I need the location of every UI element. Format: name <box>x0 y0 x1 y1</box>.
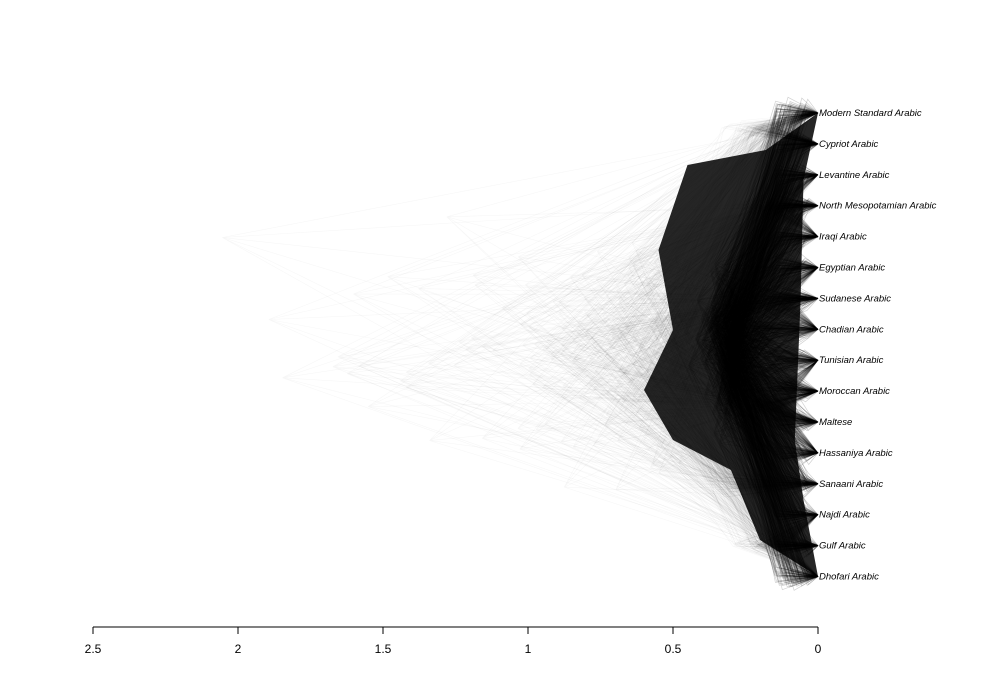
x-tick-label: 2.5 <box>85 642 102 656</box>
tip-label: Najdi Arabic <box>819 510 870 521</box>
tip-label: Moroccan Arabic <box>819 386 890 397</box>
x-tick-label: 0.5 <box>665 642 682 656</box>
tip-label: Sanaani Arabic <box>819 479 883 490</box>
tip-label: Levantine Arabic <box>819 170 890 181</box>
tip-label: Modern Standard Arabic <box>819 108 922 119</box>
x-axis: 2.5 2 1.5 1 0.5 0 <box>85 626 822 656</box>
tip-label: Maltese <box>819 417 852 428</box>
x-tick-label: 0 <box>815 642 822 656</box>
tip-label: Chadian Arabic <box>819 324 884 335</box>
tip-label: Dhofari Arabic <box>819 572 879 583</box>
tree-cloud <box>644 96 819 591</box>
tip-labels: Modern Standard Arabic Cypriot Arabic Leva… <box>819 108 937 583</box>
dense-core <box>644 113 818 577</box>
tip-label: North Mesopotamian Arabic <box>819 201 937 212</box>
tip-label: Cypriot Arabic <box>819 139 879 150</box>
tip-label: Hassaniya Arabic <box>819 448 893 459</box>
tip-label: Egyptian Arabic <box>819 263 885 274</box>
tip-label: Iraqi Arabic <box>819 232 867 243</box>
tip-label: Gulf Arabic <box>819 541 866 552</box>
x-tick-label: 2 <box>235 642 242 656</box>
x-tick-label: 1.5 <box>375 642 392 656</box>
x-tick-label: 1 <box>525 642 532 656</box>
tip-label: Sudanese Arabic <box>819 293 891 304</box>
tip-label: Tunisian Arabic <box>819 355 884 366</box>
